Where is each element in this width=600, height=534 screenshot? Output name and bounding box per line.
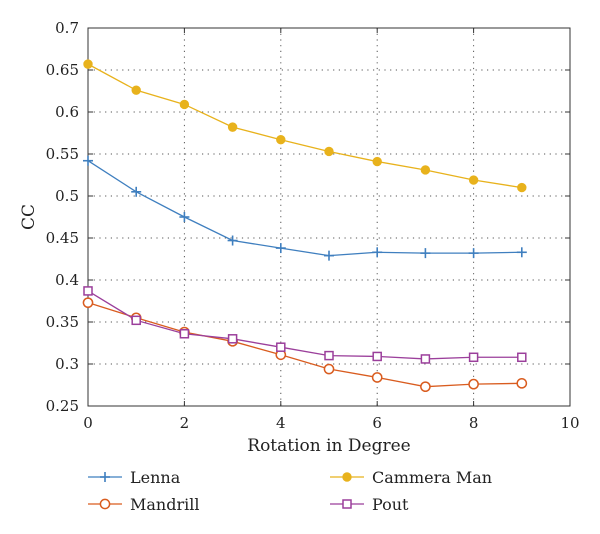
legend-label: Mandrill: [130, 495, 199, 514]
data-point-open-square: [179, 329, 190, 339]
grid: [88, 28, 570, 406]
data-point-plus-marker: [227, 235, 238, 246]
series-pout: [83, 286, 527, 364]
data-point-filled-circle: [342, 472, 352, 482]
legend-item: Mandrill: [88, 495, 199, 514]
x-tick-label: 2: [180, 414, 190, 432]
data-point-filled-circle: [227, 122, 238, 132]
legend-label: Lenna: [130, 468, 181, 487]
data-point-plus-marker: [131, 186, 142, 197]
plot-area-frame: [87, 27, 571, 407]
data-point-open-square: [131, 315, 141, 326]
data-point-open-square: [227, 334, 238, 344]
data-point-open-square: [420, 354, 431, 364]
y-tick-label: 0.55: [46, 145, 79, 163]
series-line: [87, 160, 522, 257]
data-point-filled-circle: [517, 182, 527, 193]
data-point-open-circle: [468, 378, 479, 390]
series-line: [87, 302, 522, 388]
data-point-open-square: [342, 499, 352, 509]
data-point-filled-circle: [372, 156, 382, 167]
data-point-open-circle: [371, 372, 383, 383]
data-point-open-square: [276, 342, 286, 352]
y-axis-label: CC: [19, 204, 39, 230]
y-tick-label: 0.25: [46, 397, 79, 415]
x-tick-label: 8: [469, 414, 479, 432]
data-point-plus-marker: [516, 247, 527, 258]
data-point-plus-marker: [275, 243, 286, 254]
y-tick-label: 0.5: [55, 187, 79, 205]
data-point-filled-circle: [420, 165, 431, 175]
x-tick-label: 6: [372, 414, 382, 432]
data-point-plus-marker: [83, 155, 93, 166]
legend: Lenna Cammera Man Mandrill Pout: [88, 468, 492, 514]
series-mandrill: [82, 297, 528, 393]
data-point-open-square: [517, 352, 527, 363]
y-tick-label: 0.7: [55, 19, 79, 37]
legend-item: Cammera Man: [330, 468, 492, 487]
x-tick-label: 10: [560, 414, 579, 432]
data-point-open-circle: [420, 381, 431, 393]
data-point-filled-circle: [83, 59, 93, 69]
data-point-filled-circle: [276, 135, 286, 145]
y-tick-label: 0.45: [46, 229, 79, 247]
legend-item: Pout: [330, 495, 409, 514]
data-point-open-square: [468, 352, 479, 363]
data-point-open-square: [324, 350, 334, 361]
data-point-filled-circle: [179, 99, 190, 110]
y-tick-label: 0.65: [46, 61, 79, 79]
x-tick-label: 4: [276, 414, 286, 432]
data-point-open-circle: [99, 498, 111, 510]
data-point-open-square: [372, 351, 382, 362]
x-tick-label: 0: [83, 414, 93, 432]
data-point-open-circle: [323, 363, 335, 375]
data-point-filled-circle: [468, 175, 479, 185]
data-point-open-circle: [82, 297, 94, 309]
y-tick-label: 0.35: [46, 313, 79, 331]
data-point-plus-marker: [372, 247, 383, 258]
data-point-filled-circle: [324, 146, 334, 157]
series-lenna: [83, 155, 527, 261]
legend-label: Cammera Man: [372, 468, 492, 487]
series-line: [87, 63, 522, 189]
data-point-plus-marker: [179, 212, 190, 222]
legend-label: Pout: [372, 495, 409, 514]
data-point-plus-marker: [420, 248, 431, 259]
y-tick-label: 0.4: [55, 271, 79, 289]
data-point-plus-marker: [468, 248, 479, 259]
data-point-filled-circle: [131, 85, 141, 95]
series-cammera-man: [83, 59, 527, 193]
axis-ticks: 0 2 4 6 8 10 0.25 0.3 0.35 0.4 0.45 0.5 0.55 0.6 0.65 0…: [46, 19, 580, 432]
series-line: [87, 290, 522, 360]
x-axis-label: Rotation in Degree: [247, 436, 410, 456]
data-point-plus-marker: [100, 472, 110, 482]
data-point-plus-marker: [324, 250, 334, 261]
data-point-open-square: [83, 286, 93, 296]
series-group: [82, 59, 528, 393]
y-tick-label: 0.6: [55, 103, 79, 121]
legend-item: Lenna: [88, 468, 181, 487]
data-point-open-circle: [516, 377, 528, 389]
y-tick-label: 0.3: [55, 355, 79, 373]
